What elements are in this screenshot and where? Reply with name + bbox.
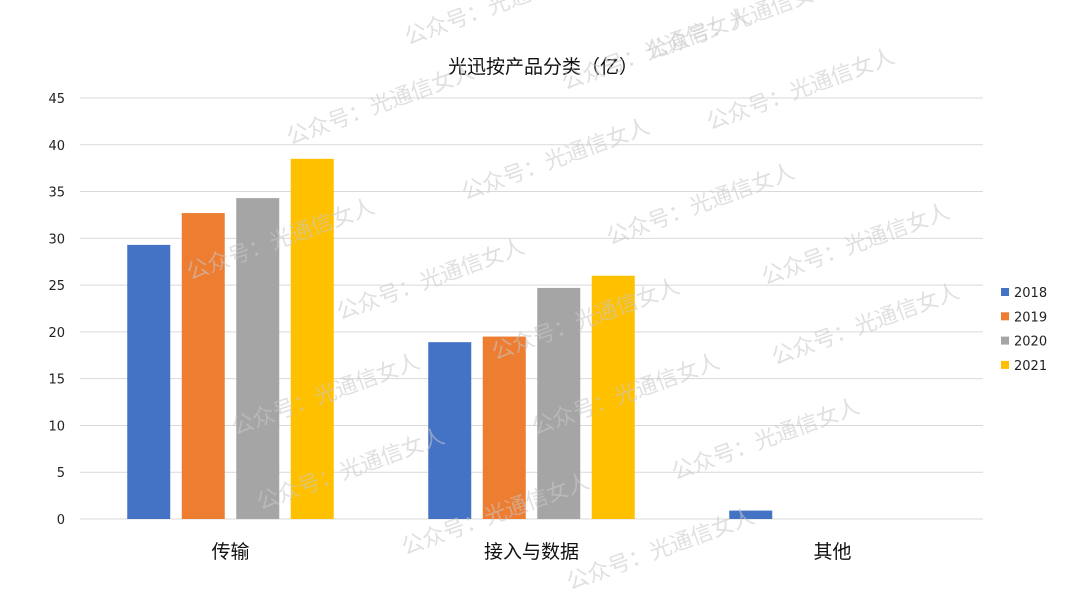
watermark-text: 公众号：光通信女人 (254, 424, 449, 515)
watermark-text: 公众号：光通信女人 (644, 0, 839, 66)
legend-item-2018: 2018 (1001, 286, 1047, 301)
legend-item-2020: 2020 (1001, 335, 1047, 350)
watermark-text: 公众号：光通信女人 (769, 279, 964, 370)
gridlines (80, 97, 983, 520)
bar-2020-接入与数据 (537, 287, 581, 519)
legend-item-2021: 2021 (1001, 359, 1047, 374)
legend-swatch (1001, 312, 1009, 321)
watermark-text: 公众号：光通信女人 (604, 159, 799, 250)
legend-label: 2021 (1014, 359, 1047, 374)
legend-label: 2018 (1014, 286, 1047, 301)
legend-swatch (1001, 288, 1009, 296)
y-axis-ticks: 0 5 10 15 20 25 30 35 40 45 (48, 92, 65, 528)
legend-swatch (1001, 336, 1009, 345)
y-tick-label: 40 (48, 139, 65, 154)
bar-2019-接入与数据 (482, 336, 526, 519)
watermark-text: 公众号：光通信女人 (759, 199, 954, 290)
x-category-label: 其他 (813, 541, 851, 563)
watermark-text: 公众号：光通信女人 (704, 44, 899, 135)
watermark-text: 公众号：光通信女人 (334, 234, 529, 325)
y-tick-label: 20 (48, 326, 65, 341)
bar-2018-接入与数据 (428, 342, 472, 519)
y-tick-label: 10 (48, 419, 65, 434)
bar-2020-传输 (236, 198, 280, 520)
legend: 2018 2019 2020 2021 (1001, 286, 1047, 374)
bar-2021-接入与数据 (591, 275, 635, 519)
watermark-text: 公众号：光通信女人 (402, 0, 597, 51)
bar-2018-其他 (729, 510, 773, 519)
y-tick-label: 35 (48, 186, 65, 201)
legend-swatch (1001, 360, 1009, 369)
y-tick-label: 25 (48, 279, 65, 294)
y-tick-label: 30 (48, 232, 65, 247)
bar-2018-传输 (127, 244, 171, 520)
y-tick-label: 45 (48, 92, 65, 107)
x-category-label: 接入与数据 (484, 541, 579, 563)
watermark-text: 公众号：光通信女人 (284, 59, 479, 150)
watermark-text: 公众号：光通信女人 (489, 274, 684, 365)
legend-label: 2020 (1014, 335, 1047, 350)
bars (127, 158, 773, 520)
legend-label: 2019 (1014, 310, 1047, 325)
legend-item-2019: 2019 (1001, 310, 1047, 325)
y-tick-label: 0 (57, 513, 65, 528)
bar-2019-传输 (181, 213, 225, 519)
y-tick-label: 5 (57, 466, 65, 481)
chart-title: 光迅按产品分类（亿） (448, 56, 638, 78)
bar-2021-传输 (290, 158, 334, 520)
x-category-label: 传输 (211, 541, 249, 563)
y-tick-label: 15 (48, 373, 65, 388)
x-axis-categories: 传输 接入与数据 其他 (211, 541, 851, 563)
